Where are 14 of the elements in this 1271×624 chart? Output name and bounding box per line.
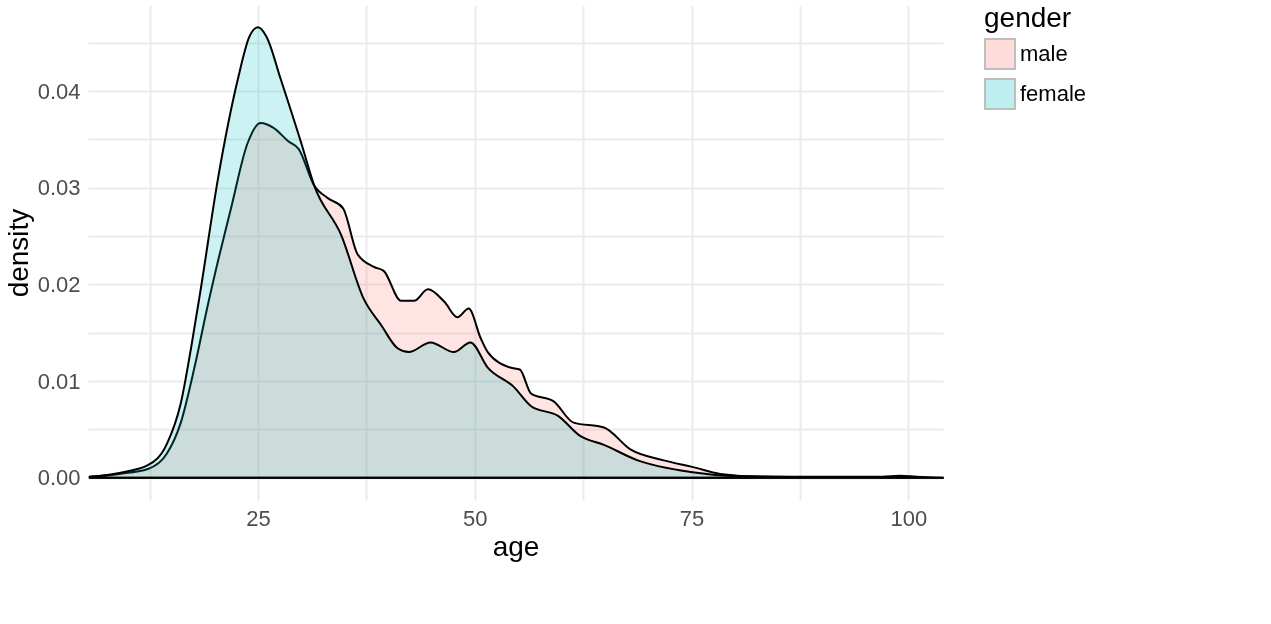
y-axis-title: density xyxy=(2,208,34,298)
x-tick-label: 50 xyxy=(463,505,488,531)
y-tick-label: 0.03 xyxy=(37,175,81,201)
y-tick-label: 0.00 xyxy=(37,465,81,491)
y-tick-label: 0.04 xyxy=(37,78,81,104)
legend-label: female xyxy=(1020,81,1087,106)
x-axis-title: age xyxy=(492,530,540,562)
y-tick-label: 0.02 xyxy=(37,271,81,297)
x-tick-label: 75 xyxy=(679,505,705,531)
x-tick-label: 100 xyxy=(890,505,928,531)
x-tick-label: 25 xyxy=(246,505,271,531)
y-tick-label: 0.01 xyxy=(37,368,81,394)
legend-title: gender xyxy=(984,2,1072,33)
legend-label: male xyxy=(1020,41,1068,66)
